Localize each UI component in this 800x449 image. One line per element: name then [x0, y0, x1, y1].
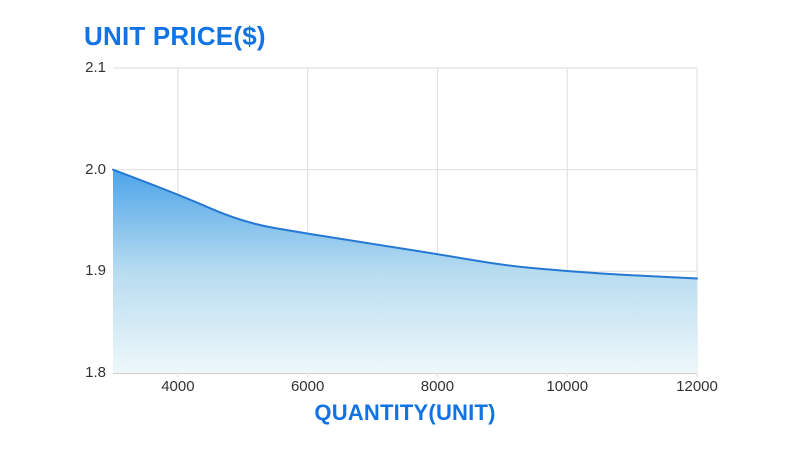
y-tick-label: 1.9: [85, 262, 106, 280]
x-tick-label: 12000: [676, 378, 718, 395]
y-axis-title: UNIT PRICE($): [84, 21, 266, 51]
x-tick-label: 4000: [161, 378, 195, 395]
area-series-fill: [113, 169, 697, 373]
line-series: [112, 168, 698, 280]
y-tick-label: 2.0: [85, 160, 106, 178]
x-tick-label: 6000: [290, 378, 325, 395]
y-tick-label: 2.1: [85, 59, 106, 76]
x-tick-label: 8000: [420, 378, 455, 395]
x-tick-label: 10000: [546, 378, 589, 395]
x-axis-title: QUANTITY(UNIT): [314, 400, 496, 425]
y-tick-label: 1.8: [85, 364, 106, 381]
